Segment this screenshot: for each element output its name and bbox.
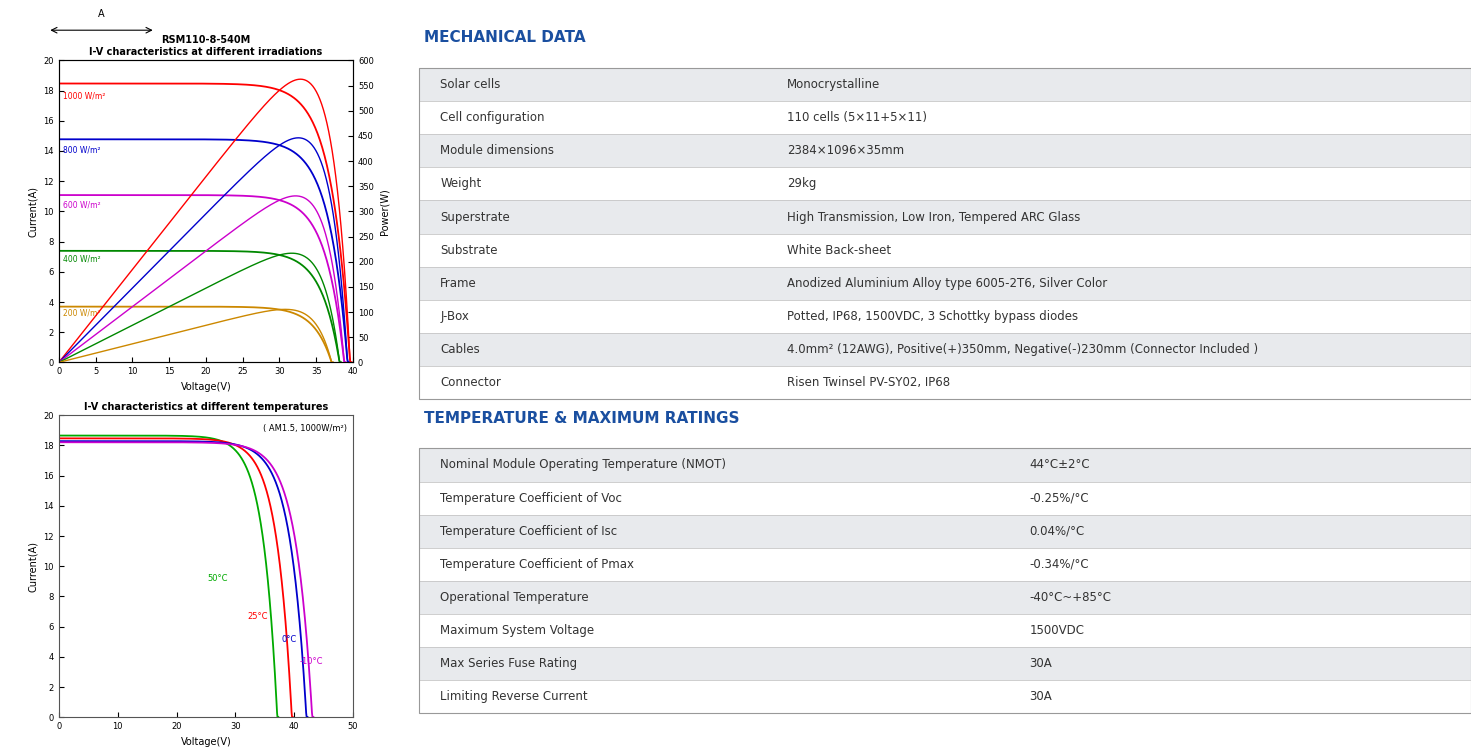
- Text: Anodized Aluminium Alloy type 6005-2T6, Silver Color: Anodized Aluminium Alloy type 6005-2T6, …: [787, 277, 1108, 290]
- Text: Nominal Module Operating Temperature (NMOT): Nominal Module Operating Temperature (NM…: [440, 458, 727, 471]
- Text: Cell configuration: Cell configuration: [440, 111, 544, 124]
- X-axis label: Voltage(V): Voltage(V): [181, 382, 231, 392]
- Bar: [419, 300, 1471, 333]
- Text: J-Box: J-Box: [440, 310, 469, 323]
- Text: Temperature Coefficient of Voc: Temperature Coefficient of Voc: [440, 492, 622, 504]
- Bar: [419, 333, 1471, 366]
- Text: 0°C: 0°C: [281, 635, 297, 644]
- Text: Substrate: Substrate: [440, 244, 497, 257]
- Text: Connector: Connector: [440, 376, 502, 390]
- Bar: [419, 168, 1471, 201]
- Text: 600 W/m²: 600 W/m²: [62, 200, 100, 209]
- Bar: [419, 482, 1471, 515]
- Y-axis label: Current(A): Current(A): [28, 186, 38, 237]
- Text: 50°C: 50°C: [207, 575, 228, 584]
- Text: Temperature Coefficient of Isc: Temperature Coefficient of Isc: [440, 525, 618, 538]
- Text: Temperature Coefficient of Pmax: Temperature Coefficient of Pmax: [440, 558, 634, 571]
- Text: 29kg: 29kg: [787, 177, 816, 190]
- Text: White Back-sheet: White Back-sheet: [787, 244, 891, 257]
- Text: 1000 W/m²: 1000 W/m²: [62, 92, 104, 101]
- Text: 400 W/m²: 400 W/m²: [62, 254, 100, 263]
- Text: Potted, IP68, 1500VDC, 3 Schottky bypass diodes: Potted, IP68, 1500VDC, 3 Schottky bypass…: [787, 310, 1078, 323]
- Text: 30A: 30A: [1030, 658, 1052, 670]
- Text: Limiting Reverse Current: Limiting Reverse Current: [440, 690, 588, 704]
- X-axis label: Voltage(V): Voltage(V): [181, 737, 231, 747]
- Text: MECHANICAL DATA: MECHANICAL DATA: [425, 30, 585, 45]
- Text: 800 W/m²: 800 W/m²: [62, 146, 100, 155]
- Bar: [419, 614, 1471, 647]
- Text: Cables: Cables: [440, 343, 480, 356]
- Bar: [419, 647, 1471, 680]
- Bar: [419, 680, 1471, 713]
- Text: -0.25%/°C: -0.25%/°C: [1030, 492, 1089, 504]
- Text: Maximum System Voltage: Maximum System Voltage: [440, 624, 594, 637]
- Text: Superstrate: Superstrate: [440, 211, 510, 223]
- Bar: [419, 68, 1471, 399]
- Text: 110 cells (5×11+5×11): 110 cells (5×11+5×11): [787, 111, 927, 124]
- Text: 1500VDC: 1500VDC: [1030, 624, 1084, 637]
- Text: ( AM1.5, 1000W/m²): ( AM1.5, 1000W/m²): [263, 424, 347, 433]
- Bar: [419, 581, 1471, 614]
- Text: TEMPERATURE & MAXIMUM RATINGS: TEMPERATURE & MAXIMUM RATINGS: [425, 411, 740, 426]
- Bar: [419, 366, 1471, 399]
- Bar: [419, 68, 1471, 101]
- Text: High Transmission, Low Iron, Tempered ARC Glass: High Transmission, Low Iron, Tempered AR…: [787, 211, 1081, 223]
- Text: 30A: 30A: [1030, 690, 1052, 704]
- Bar: [419, 201, 1471, 233]
- Text: Operational Temperature: Operational Temperature: [440, 591, 588, 604]
- Text: 0.04%/°C: 0.04%/°C: [1030, 525, 1084, 538]
- Bar: [419, 101, 1471, 134]
- Text: Monocrystalline: Monocrystalline: [787, 78, 881, 91]
- Text: 44°C±2°C: 44°C±2°C: [1030, 458, 1090, 471]
- Text: Risen Twinsel PV-SY02, IP68: Risen Twinsel PV-SY02, IP68: [787, 376, 950, 390]
- Text: Solar cells: Solar cells: [440, 78, 500, 91]
- Text: A: A: [99, 9, 104, 20]
- Text: -40°C~+85°C: -40°C~+85°C: [1030, 591, 1111, 604]
- Bar: [419, 548, 1471, 581]
- Text: 4.0mm² (12AWG), Positive(+)350mm, Negative(-)230mm (Connector Included ): 4.0mm² (12AWG), Positive(+)350mm, Negati…: [787, 343, 1259, 356]
- Text: 25°C: 25°C: [247, 612, 268, 621]
- Text: Weight: Weight: [440, 177, 481, 190]
- Bar: [419, 515, 1471, 548]
- Title: I-V characteristics at different temperatures: I-V characteristics at different tempera…: [84, 402, 328, 411]
- Text: 2384×1096×35mm: 2384×1096×35mm: [787, 144, 905, 157]
- Text: 200 W/m²: 200 W/m²: [62, 308, 100, 317]
- Y-axis label: Current(A): Current(A): [28, 541, 38, 592]
- Text: Max Series Fuse Rating: Max Series Fuse Rating: [440, 658, 578, 670]
- Bar: [419, 233, 1471, 267]
- Text: -0.34%/°C: -0.34%/°C: [1030, 558, 1089, 571]
- Title: RSM110-8-540M
I-V characteristics at different irradiations: RSM110-8-540M I-V characteristics at dif…: [90, 35, 322, 57]
- Text: Module dimensions: Module dimensions: [440, 144, 555, 157]
- Bar: [419, 134, 1471, 168]
- Bar: [419, 448, 1471, 482]
- Text: -10°C: -10°C: [300, 658, 324, 667]
- Bar: [419, 267, 1471, 300]
- Y-axis label: Power(W): Power(W): [380, 188, 390, 235]
- Bar: [419, 448, 1471, 713]
- Text: Frame: Frame: [440, 277, 477, 290]
